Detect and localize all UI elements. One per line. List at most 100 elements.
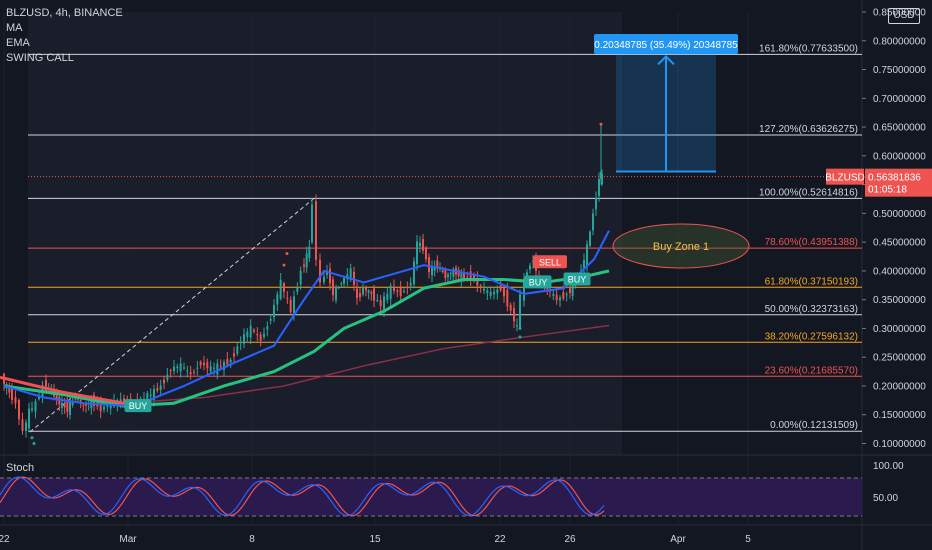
candle-body — [103, 406, 105, 410]
candle-body — [447, 274, 449, 277]
candle-body — [34, 401, 37, 412]
candle-body — [153, 389, 155, 400]
stoch-tick-label: 50.00 — [873, 493, 898, 504]
swing-dot — [282, 263, 286, 267]
candle-body — [149, 394, 152, 397]
candle-body — [236, 346, 239, 354]
candle-body — [38, 396, 40, 400]
candle-body — [365, 287, 367, 291]
candle-body — [179, 363, 182, 372]
candle-body — [356, 288, 358, 298]
candle-body — [441, 270, 444, 273]
y-tick-label: 0.20000000 — [873, 381, 926, 392]
swing-dot — [518, 335, 522, 339]
candle-body — [308, 246, 311, 259]
candle-body — [293, 296, 295, 314]
signal-label-sell: SELL — [539, 257, 561, 267]
candle-body — [249, 325, 252, 338]
measure-arrowhead — [657, 54, 675, 66]
candle-body — [163, 379, 165, 384]
x-tick-label: 8 — [249, 534, 255, 545]
candle-body — [323, 276, 325, 283]
indicator-ema[interactable]: EMA — [6, 37, 30, 49]
candle-body — [315, 201, 317, 260]
stoch-indicator-label[interactable]: Stoch — [6, 462, 35, 474]
fib-level-label: 127.20%(0.63626275) — [759, 124, 858, 135]
candle-body — [74, 397, 77, 400]
candle-body — [233, 353, 235, 357]
fib-level-label: 100.00%(0.52614816) — [759, 187, 858, 198]
candle-body — [186, 370, 189, 372]
candle-body — [55, 395, 58, 400]
indicator-ma[interactable]: MA — [6, 22, 23, 34]
candle-body — [452, 269, 455, 277]
candle-body — [583, 260, 585, 270]
candle-body — [449, 273, 452, 275]
candle-body — [349, 268, 352, 280]
candle-body — [189, 371, 192, 375]
symbol-title[interactable]: BLZUSD, 4h, BINANCE — [6, 7, 123, 19]
y-tick-label: 0.10000000 — [873, 439, 926, 450]
indicator-swing-call[interactable]: SWING CALL — [6, 52, 74, 64]
candle-body — [483, 288, 485, 291]
candle-body — [18, 399, 20, 420]
candle-body — [256, 333, 259, 336]
swing-dot — [32, 441, 36, 445]
candle-body — [406, 287, 409, 289]
candle-body — [367, 290, 370, 293]
candle-body — [156, 388, 159, 391]
candle-body — [266, 325, 269, 330]
candle-body — [253, 329, 255, 332]
candle-body — [246, 331, 249, 337]
candle-body — [486, 290, 489, 294]
stoch-d-line — [0, 476, 605, 517]
candle-body — [169, 370, 172, 372]
candle-body — [422, 239, 424, 251]
candle-body — [99, 401, 102, 412]
x-tick-label: 5 — [745, 534, 751, 545]
candle-body — [159, 385, 162, 390]
candle-body — [216, 363, 219, 375]
measure-label: 0.20348785 (35.49%) 20348785 — [594, 40, 738, 51]
y-tick-label: 0.25000000 — [873, 353, 926, 364]
candle-body — [82, 404, 85, 406]
candle-body — [332, 279, 334, 296]
candle-body — [444, 270, 447, 278]
trend-line — [29, 198, 315, 433]
candle-body — [409, 282, 412, 286]
candle-body — [460, 273, 463, 282]
candle-body — [279, 279, 282, 299]
candle-body — [403, 291, 405, 293]
candle-body — [11, 386, 13, 401]
signal-badge-buy — [563, 272, 591, 286]
candle-body — [376, 299, 379, 301]
candle-body — [243, 334, 245, 344]
session-highlight — [28, 12, 622, 455]
candle-body — [296, 287, 299, 292]
candle-body — [433, 266, 436, 271]
candle-body — [340, 283, 343, 285]
candle-body — [389, 285, 392, 299]
candle-body — [503, 287, 505, 297]
candle-body — [273, 305, 275, 318]
x-tick-label: 22 — [0, 534, 10, 545]
candle-body — [123, 398, 125, 404]
candle-body — [506, 289, 509, 307]
y-tick-label: 0.50000000 — [873, 209, 926, 220]
candle-body — [436, 260, 439, 269]
currency-button[interactable]: USD — [888, 8, 920, 24]
x-tick-label: 22 — [494, 534, 506, 545]
candle-body — [213, 367, 215, 369]
candle-body — [396, 290, 399, 292]
candle-body — [386, 293, 389, 301]
candle-body — [549, 290, 551, 292]
ema-line — [3, 230, 610, 408]
candle-body — [413, 261, 415, 285]
candle-body — [77, 399, 79, 401]
x-tick-label: Mar — [119, 534, 137, 545]
candle-body — [166, 374, 169, 380]
candle-body — [373, 288, 375, 301]
candle-body — [463, 273, 465, 279]
candle-body — [569, 288, 571, 293]
